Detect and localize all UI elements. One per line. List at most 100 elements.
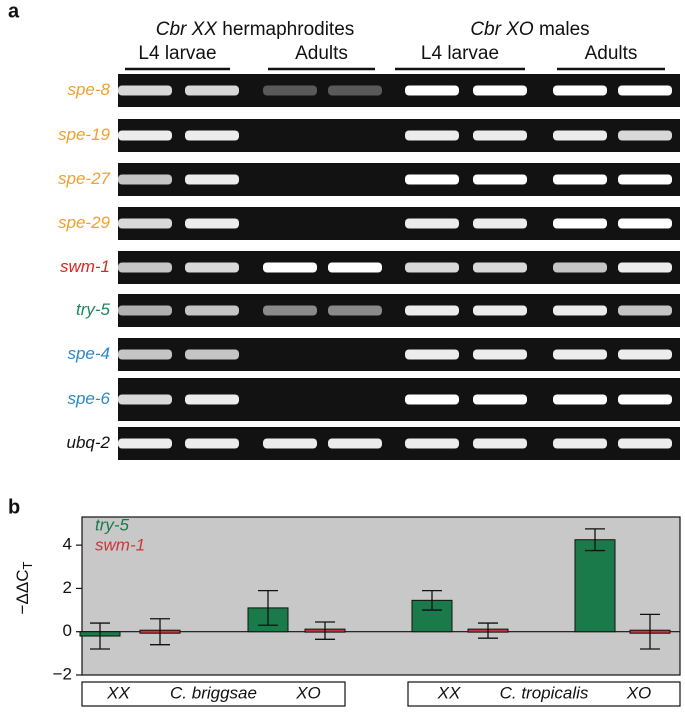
text-part: males: [539, 19, 590, 40]
group-box: [407, 681, 681, 707]
text-part: hermaphrodites: [222, 19, 354, 40]
panel-label: a: [8, 0, 20, 22]
gel-band: [118, 438, 172, 449]
category-label: XX: [106, 683, 130, 702]
error-bar: [422, 589, 442, 611]
gene-label: spe-8: [67, 80, 110, 99]
group-box: [81, 681, 346, 707]
gel-band: [118, 305, 172, 316]
gel-band: [553, 218, 607, 229]
gel-band: [553, 394, 607, 405]
gel-band: [618, 130, 672, 141]
gel-band: [405, 438, 459, 449]
error-bar: [585, 528, 605, 552]
gel-band: [618, 349, 672, 360]
legend-label: swm-1: [95, 535, 145, 554]
y-tick-label: −2: [53, 664, 72, 683]
gel-band: [263, 438, 317, 449]
gel-band: [185, 438, 239, 449]
gel-band: [118, 130, 172, 141]
y-tick-label: 0: [63, 621, 72, 640]
gel-band: [553, 130, 607, 141]
gel-band: [118, 218, 172, 229]
gel-band: [185, 305, 239, 316]
gel-band: [473, 438, 527, 449]
gel-band: [405, 305, 459, 316]
bar: [574, 539, 616, 633]
category-label: XO: [295, 683, 321, 702]
gel-band: [263, 262, 317, 273]
gel-band: [118, 262, 172, 273]
error-bar: [640, 613, 660, 650]
category-label: XO: [626, 683, 652, 702]
gel-band: [405, 174, 459, 185]
subheader: L4 larvae: [421, 43, 499, 64]
gel-band: [553, 349, 607, 360]
gel-band: [618, 438, 672, 449]
gel-band: [405, 349, 459, 360]
gel-band: [405, 218, 459, 229]
gene-label: spe-6: [67, 389, 110, 408]
gel-band: [473, 349, 527, 360]
gel-band: [328, 262, 382, 273]
gel-band: [473, 305, 527, 316]
group-label: C. briggsae: [170, 683, 257, 702]
gel-band: [185, 394, 239, 405]
gel-band: [618, 262, 672, 273]
gel-band: [185, 174, 239, 185]
gel-band: [328, 85, 382, 96]
gene-label: ubq-2: [67, 433, 111, 452]
gel-band: [263, 85, 317, 96]
gene-label: spe-29: [58, 213, 111, 232]
gel-band: [473, 218, 527, 229]
text-part: Cbr XO: [470, 19, 534, 40]
gel-band: [263, 305, 317, 316]
text-part: Cbr XX: [156, 19, 219, 40]
panel-label: b: [8, 496, 20, 518]
gel-band: [405, 394, 459, 405]
subheader: Adults: [585, 43, 638, 64]
gel-band: [328, 305, 382, 316]
error-bar: [258, 589, 278, 626]
gel-band: [118, 349, 172, 360]
gel-band: [553, 174, 607, 185]
gel-band: [473, 85, 527, 96]
gel-band: [185, 85, 239, 96]
gel-band: [553, 262, 607, 273]
gel-band: [185, 130, 239, 141]
category-label: XX: [437, 683, 461, 702]
gel-band: [618, 174, 672, 185]
subheader: L4 larvae: [138, 43, 216, 64]
gel-band: [118, 85, 172, 96]
gel-band: [553, 305, 607, 316]
y-axis-label: −ΔΔCT: [13, 562, 35, 615]
gel-band: [553, 85, 607, 96]
subheader: Adults: [295, 43, 348, 64]
gel-band: [618, 85, 672, 96]
gel-band: [405, 130, 459, 141]
group-label: C. tropicalis: [500, 683, 589, 702]
text-part: T: [20, 562, 35, 570]
gene-label: spe-19: [58, 125, 111, 144]
gel-band: [118, 174, 172, 185]
group-header: Cbr XO males: [470, 19, 589, 40]
gel-band: [618, 394, 672, 405]
gel-band: [185, 218, 239, 229]
gel-band: [553, 438, 607, 449]
gel-band: [618, 218, 672, 229]
gel-band: [405, 262, 459, 273]
legend-label: try-5: [95, 515, 130, 534]
error-bar: [315, 621, 335, 640]
error-bar: [150, 618, 170, 646]
gene-label: try-5: [76, 300, 111, 319]
gel-band: [473, 262, 527, 273]
gene-label: spe-4: [67, 344, 110, 363]
error-bar: [478, 622, 498, 639]
gel-band: [328, 438, 382, 449]
y-tick-label: 2: [63, 578, 72, 597]
gel-band: [118, 394, 172, 405]
gel-band: [473, 174, 527, 185]
group-header: Cbr XX hermaphrodites: [156, 19, 355, 40]
y-tick-label: 4: [63, 535, 72, 554]
